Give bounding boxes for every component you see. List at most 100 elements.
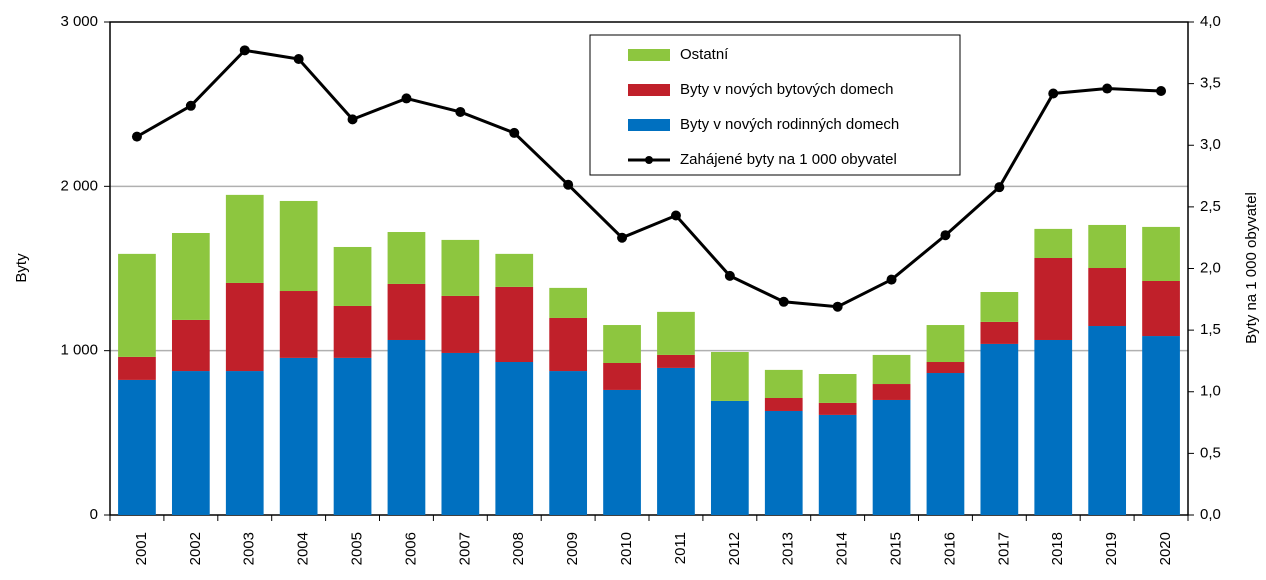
line-point <box>293 53 304 64</box>
x-tick-label: 2017 <box>995 532 1012 565</box>
bar <box>495 253 534 287</box>
x-tick-label: 2016 <box>941 532 958 565</box>
line-point <box>670 210 681 221</box>
bar <box>118 356 156 380</box>
bar <box>495 362 534 515</box>
bar <box>872 399 911 515</box>
x-tick-label: 2003 <box>241 532 258 565</box>
line-point <box>239 45 250 56</box>
bar <box>1142 226 1180 281</box>
bar <box>818 402 857 415</box>
y2-tick-label: 0,0 <box>1200 506 1221 523</box>
bar <box>279 291 318 358</box>
bar <box>1088 224 1127 269</box>
legend-label: Zahájené byty na 1 000 obyvatel <box>680 151 897 168</box>
legend-label: Ostatní <box>680 46 729 63</box>
bar <box>1142 280 1180 337</box>
line-point <box>509 127 520 138</box>
bar <box>171 371 210 515</box>
bar <box>549 317 588 372</box>
bar <box>441 239 480 296</box>
x-tick-label: 2019 <box>1103 532 1120 565</box>
y2-tick-label: 3,0 <box>1200 136 1221 153</box>
bar <box>279 357 318 515</box>
line-point <box>347 114 358 125</box>
line-point <box>1156 86 1167 97</box>
legend-label: Byty v nových bytových domech <box>680 81 893 98</box>
x-tick-label: 2002 <box>187 532 204 565</box>
bar <box>603 389 641 515</box>
line-point <box>994 182 1005 193</box>
y2-tick-label: 2,0 <box>1200 259 1221 276</box>
x-tick-label: 2001 <box>133 532 150 565</box>
y2-tick-label: 0,5 <box>1200 444 1221 461</box>
bar <box>657 311 695 355</box>
bar <box>1034 257 1073 340</box>
line-point <box>1102 83 1113 94</box>
legend-swatch <box>628 49 670 61</box>
legend-marker <box>645 156 653 164</box>
bar <box>1088 268 1127 327</box>
bar <box>818 414 857 515</box>
x-tick-label: 2009 <box>564 532 581 565</box>
legend-swatch <box>628 119 670 131</box>
bar <box>710 400 749 515</box>
y-tick-label: 1 000 <box>60 342 98 359</box>
line-point <box>886 274 897 285</box>
bar <box>495 286 534 363</box>
line-point <box>724 270 735 281</box>
bar <box>872 384 911 400</box>
x-tick-label: 2006 <box>402 532 419 565</box>
bar <box>1034 228 1073 258</box>
bar <box>1088 326 1127 515</box>
legend-swatch <box>628 84 670 96</box>
line-point <box>617 232 628 243</box>
x-tick-label: 2008 <box>510 532 527 565</box>
bar <box>818 374 857 403</box>
x-tick-label: 2012 <box>726 532 743 565</box>
bar <box>387 339 426 515</box>
bar <box>980 321 1019 344</box>
x-tick-label: 2005 <box>349 532 366 565</box>
bar <box>118 253 156 357</box>
bar <box>603 325 641 363</box>
bar <box>225 282 264 372</box>
y-axis-label: Byty <box>13 253 30 283</box>
bar <box>549 371 588 515</box>
x-tick-label: 2020 <box>1157 532 1174 565</box>
bar <box>387 232 426 284</box>
bar <box>171 233 210 320</box>
y2-axis-label: Byty na 1 000 obyvatel <box>1243 192 1260 344</box>
bar <box>225 194 264 283</box>
line <box>136 48 1162 309</box>
bar <box>333 305 372 358</box>
y2-tick-label: 3,5 <box>1200 75 1221 92</box>
line-point <box>832 301 843 312</box>
bar <box>657 354 695 368</box>
y2-tick-label: 2,5 <box>1200 198 1221 215</box>
bar <box>603 362 641 390</box>
x-tick-label: 2004 <box>295 532 312 565</box>
bar <box>926 373 965 515</box>
line-point <box>401 93 412 104</box>
x-tick-label: 2014 <box>834 532 851 565</box>
bar <box>279 200 318 292</box>
bar <box>441 295 480 353</box>
bar <box>980 291 1019 322</box>
y-tick-label: 2 000 <box>60 177 98 194</box>
bar <box>926 362 965 374</box>
bar <box>1142 336 1180 515</box>
y-tick-label: 3 000 <box>60 13 98 30</box>
bar <box>764 397 803 411</box>
bar <box>118 379 156 515</box>
x-tick-label: 2018 <box>1049 532 1066 565</box>
bar <box>387 283 426 340</box>
x-tick-label: 2015 <box>888 532 905 565</box>
x-tick-label: 2007 <box>456 532 473 565</box>
line-point <box>455 106 466 117</box>
bar <box>333 357 372 515</box>
line-point <box>563 179 574 190</box>
line-point <box>778 296 789 307</box>
